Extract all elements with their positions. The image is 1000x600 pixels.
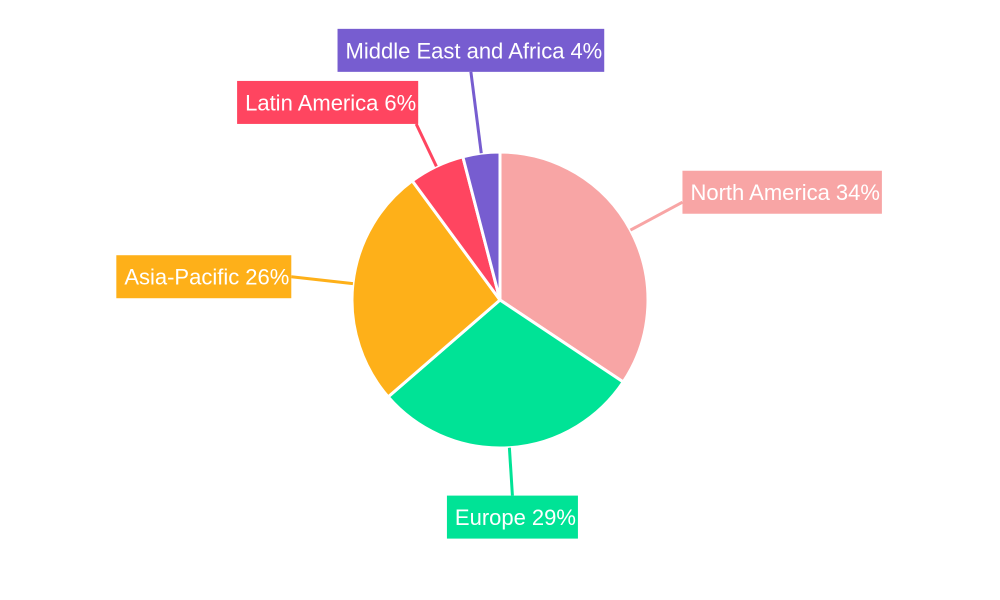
leader-line (629, 200, 684, 232)
value-label: 26% (245, 264, 289, 289)
label-box (682, 170, 882, 214)
value-label: 34% (836, 180, 880, 205)
value-label: 29% (532, 505, 576, 530)
leader-line (291, 275, 354, 286)
leader-line (507, 447, 514, 496)
label-text: Latin America 6% (245, 90, 416, 115)
label-text: Asia-Pacific 26% (124, 264, 289, 289)
leader-line (414, 123, 438, 168)
data-label: Europe 29% (446, 495, 578, 539)
value-label: 6% (384, 90, 416, 115)
label-box (237, 80, 419, 124)
pie-slice (350, 178, 503, 400)
category-name: Asia-Pacific (124, 264, 239, 289)
label-text: North America 34% (690, 180, 879, 205)
data-label: Asia-Pacific 26% (116, 255, 292, 299)
category-name: Europe (455, 505, 526, 530)
pie-slice (386, 298, 626, 450)
value-label: 4% (570, 38, 602, 63)
data-label: Latin America 6% (237, 80, 419, 124)
label-text: Europe 29% (455, 505, 576, 530)
label-text: Middle East and Africa 4% (346, 38, 603, 63)
data-label: Middle East and Africa 4% (337, 28, 605, 72)
label-box (116, 255, 292, 299)
pie-slice (461, 150, 502, 301)
leader-line (469, 71, 483, 154)
category-name: Latin America (245, 90, 379, 115)
category-name: Middle East and Africa (346, 38, 566, 63)
label-box (337, 28, 605, 72)
data-label: North America 34% (682, 170, 882, 214)
label-box (446, 495, 578, 539)
category-name: North America (690, 180, 830, 205)
